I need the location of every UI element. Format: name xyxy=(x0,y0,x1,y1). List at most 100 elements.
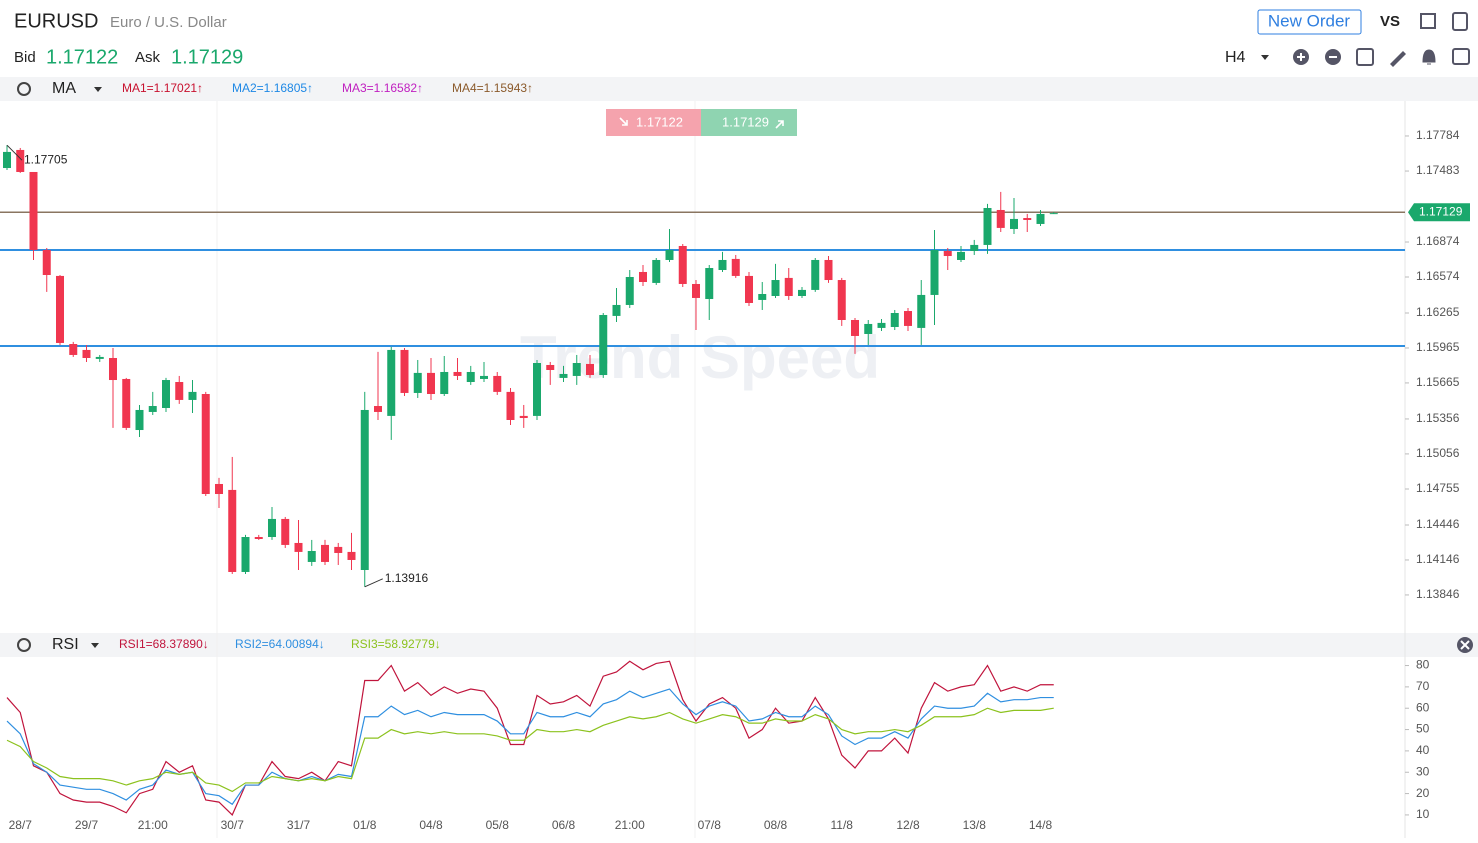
rsi-line xyxy=(6,688,1054,806)
bid-label: Bid xyxy=(14,49,36,66)
annotation-leader xyxy=(6,144,23,161)
candle-body xyxy=(837,280,846,320)
x-tick-label: 06/8 xyxy=(552,818,576,832)
candle-body xyxy=(228,489,237,572)
candle-body xyxy=(771,280,780,296)
sell-arrow xyxy=(619,117,628,126)
candle-body xyxy=(559,373,568,378)
sell-button[interactable] xyxy=(606,109,701,136)
candle-body xyxy=(215,483,223,495)
candle-body xyxy=(572,363,581,376)
x-tick-label: 13/8 xyxy=(963,818,987,832)
candle-body xyxy=(877,322,886,328)
y-tick-label: 70 xyxy=(1416,679,1430,693)
candle-body xyxy=(678,245,687,284)
x-tick-label: 14/8 xyxy=(1029,818,1053,832)
x-tick-label: 21:00 xyxy=(615,818,645,832)
candle-body xyxy=(466,371,475,383)
candle-body xyxy=(321,544,329,562)
y-tick-label: 50 xyxy=(1416,722,1430,736)
dropdown-icon[interactable] xyxy=(94,87,102,92)
candle-body xyxy=(453,371,462,376)
price-badge-label: 1.17129 xyxy=(1419,204,1463,218)
legend-entry: MA4=1.15943↑ xyxy=(452,81,533,95)
indicator-bar xyxy=(0,77,1478,101)
candle-body xyxy=(983,207,992,245)
close-glyph xyxy=(1460,640,1470,650)
candle-body xyxy=(864,323,873,334)
price-badge xyxy=(1408,203,1470,222)
y-tick-label: 1.15665 xyxy=(1416,375,1460,389)
symbol: EURUSD xyxy=(14,10,98,32)
x-tick-label: 01/8 xyxy=(353,818,377,832)
y-tick-label: 60 xyxy=(1416,700,1430,714)
dropdown-icon[interactable] xyxy=(1261,55,1269,60)
y-tick-label: 10 xyxy=(1416,807,1430,821)
candle-body xyxy=(413,372,422,393)
candle-body xyxy=(440,371,449,395)
y-tick-label: 80 xyxy=(1416,658,1430,672)
x-tick-label: 08/8 xyxy=(764,818,788,832)
ask-value: 1.17129 xyxy=(171,46,243,68)
candle-body xyxy=(519,415,528,419)
y-tick-label: 1.16574 xyxy=(1416,269,1460,283)
y-tick-label: 40 xyxy=(1416,743,1430,757)
candle-body xyxy=(294,542,303,552)
candle-body xyxy=(917,294,926,328)
draw-icon[interactable] xyxy=(1390,51,1406,67)
layout-icon[interactable] xyxy=(1452,12,1468,31)
indicator-icon[interactable] xyxy=(1452,48,1470,65)
candle-body xyxy=(374,406,382,412)
candle-body xyxy=(400,349,409,393)
candle-body xyxy=(347,551,356,560)
fullscreen-icon[interactable] xyxy=(1420,13,1436,29)
buy-price[interactable]: 1.17129 xyxy=(722,114,769,129)
x-tick-label: 12/8 xyxy=(896,818,920,832)
legend-entry: MA3=1.16582↑ xyxy=(342,81,423,95)
candle-body xyxy=(533,363,541,416)
vs[interactable]: VS xyxy=(1380,13,1400,30)
y-tick-label: 1.13846 xyxy=(1416,587,1460,601)
bid-value: 1.17122 xyxy=(46,46,118,68)
candle-body xyxy=(1049,213,1058,215)
candle-body xyxy=(758,294,767,300)
new-order-button[interactable] xyxy=(1257,9,1362,35)
y-tick-label: 1.14446 xyxy=(1416,517,1460,531)
candle-body xyxy=(95,356,104,359)
candle-body xyxy=(546,364,555,370)
candle-body xyxy=(811,259,820,290)
dropdown-icon[interactable] xyxy=(91,643,99,648)
candle-body xyxy=(1036,213,1045,224)
new-order-label[interactable]: New Order xyxy=(1268,11,1351,30)
low-annotation: 1.13916 xyxy=(385,571,429,585)
y-tick-label: 1.14755 xyxy=(1416,481,1460,495)
legend-entry: RSI1=68.37890↓ xyxy=(119,637,209,651)
candle-body xyxy=(1023,218,1032,220)
timeframe[interactable]: H4 xyxy=(1225,49,1246,66)
candle-body xyxy=(851,319,859,336)
alert-icon[interactable] xyxy=(1422,49,1436,65)
candle-body xyxy=(824,259,833,281)
sell-price[interactable]: 1.17122 xyxy=(636,114,683,129)
candle-body xyxy=(16,149,25,172)
zoom-in-glyph xyxy=(1297,53,1305,61)
candle-body xyxy=(29,171,38,250)
candle-body xyxy=(506,391,515,420)
candle-body xyxy=(281,518,290,545)
candle-body xyxy=(692,283,700,298)
settings-icon[interactable] xyxy=(17,638,31,652)
candle-body xyxy=(175,382,184,400)
candle-body xyxy=(254,537,263,539)
indicator-name[interactable]: MA xyxy=(52,80,76,97)
candle-body xyxy=(493,375,502,392)
x-tick-label: 31/7 xyxy=(287,818,311,832)
indicator-name[interactable]: RSI xyxy=(52,636,79,653)
candle-body xyxy=(652,259,661,283)
candle-body xyxy=(201,394,210,495)
chart-type-icon[interactable] xyxy=(1356,48,1374,66)
y-tick-label: 30 xyxy=(1416,764,1430,778)
settings-icon[interactable] xyxy=(17,82,31,96)
candle-body xyxy=(334,546,343,553)
candle-body xyxy=(943,250,952,257)
